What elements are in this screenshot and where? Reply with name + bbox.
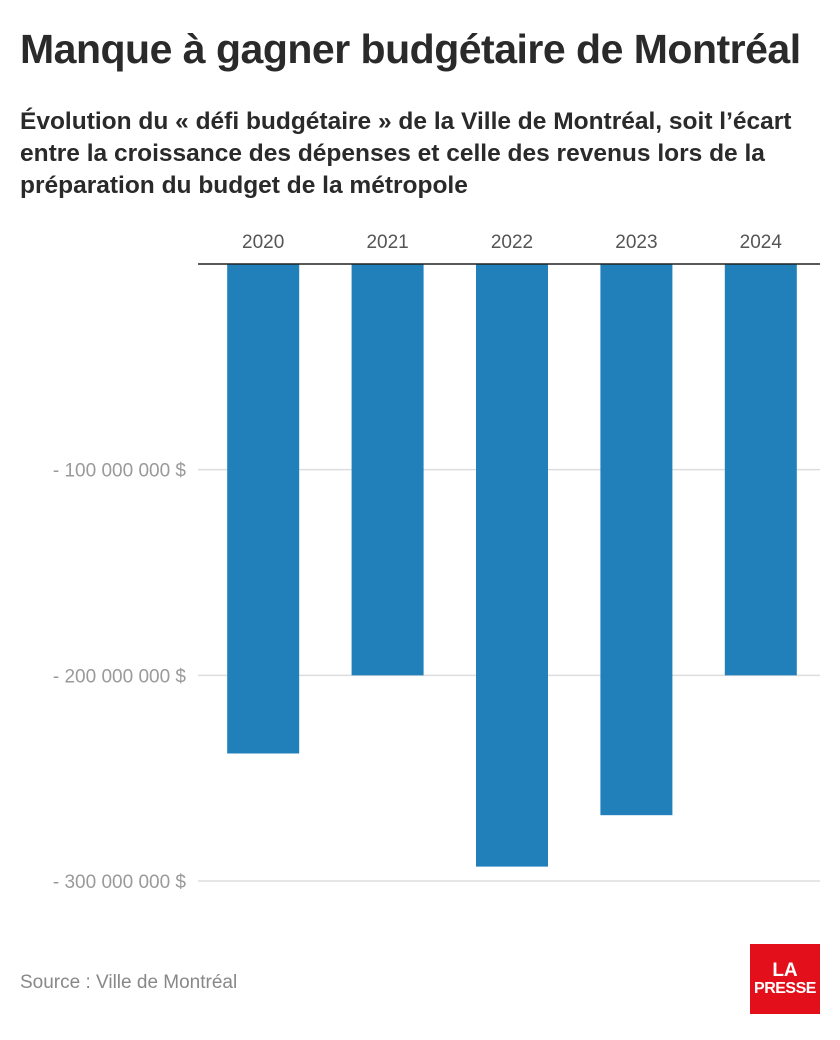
y-tick-label: - 300 000 000 $ [53, 872, 187, 893]
y-tick-label: - 100 000 000 $ [53, 461, 187, 482]
bar-chart: - 100 000 000 $ - 200 000 000 $ - 300 000 … [53, 232, 820, 893]
bars [227, 264, 797, 867]
x-tick-label: 2021 [366, 232, 408, 253]
y-tick-label: - 200 000 000 $ [53, 666, 187, 687]
bar [476, 264, 548, 867]
x-tick-label: 2020 [242, 232, 284, 253]
chart-title: Manque à gagner budgétaire de Montréal [20, 26, 801, 72]
x-axis-labels: 2020 2021 2022 2023 2024 [242, 232, 782, 253]
x-tick-label: 2024 [740, 232, 783, 253]
bar [600, 264, 673, 816]
bar [351, 264, 424, 676]
la-presse-logo: LA PRESSE [750, 944, 820, 1014]
y-axis-ticks: - 100 000 000 $ - 200 000 000 $ - 300 000 … [53, 461, 187, 893]
logo-text-bottom: PRESSE [754, 980, 816, 997]
bar [724, 264, 797, 676]
x-tick-label: 2023 [615, 232, 657, 253]
logo-text-top: LA [772, 960, 798, 981]
x-tick-label: 2022 [491, 232, 533, 253]
bar [227, 264, 300, 754]
chart-subtitle: Évolution du « défi budgétaire » de la V… [20, 108, 792, 199]
source-note: Source : Ville de Montréal [20, 972, 238, 993]
